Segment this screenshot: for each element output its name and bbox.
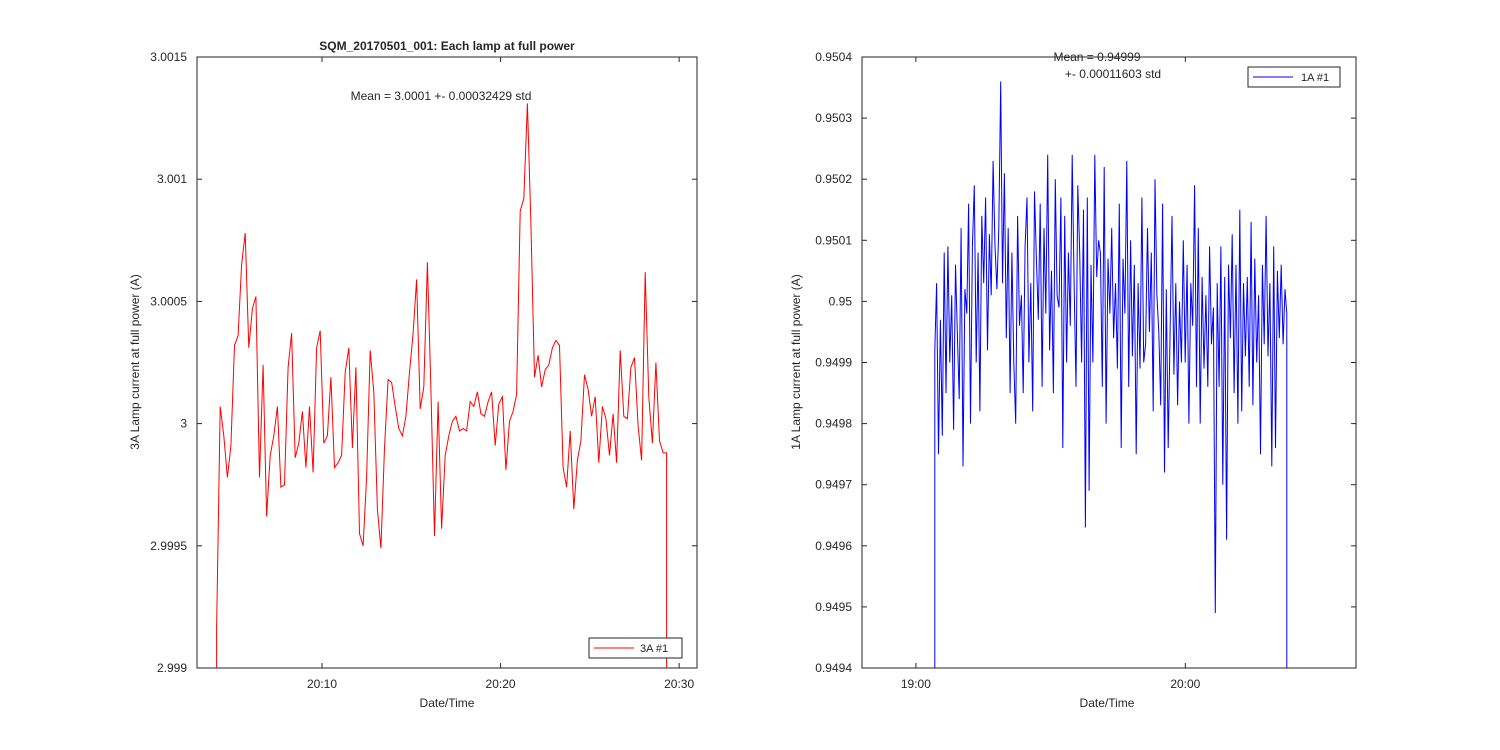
right-mean-annotation: Mean = 0.94999 — [1053, 50, 1140, 64]
left-y-tick-label: 3.0015 — [150, 50, 187, 64]
right-x-axis-label: Date/Time — [1080, 696, 1135, 710]
right-y-axis-label: 1A Lamp current at full power (A) — [789, 274, 803, 449]
left-chart-title: SQM_20170501_001: Each lamp at full powe… — [319, 39, 575, 53]
left-y-tick-label: 3.001 — [157, 172, 187, 186]
right-y-tick-label: 0.9499 — [815, 356, 852, 370]
left-y-tick-label: 3.0005 — [150, 294, 187, 308]
right-y-tick-label: 0.9496 — [815, 539, 852, 553]
right-axis-ticks: 19:00 20:00 0.9494 0.9495 0.9496 0.9497 0.9498… — [815, 50, 1356, 691]
left-y-tick-label: 3 — [180, 417, 187, 431]
left-series-line-3a-1 — [216, 103, 668, 668]
right-y-tick-label: 0.9503 — [815, 111, 852, 125]
left-legend: 3A #1 — [588, 637, 683, 659]
right-y-tick-label: 0.9497 — [815, 478, 852, 492]
right-y-tick-label: 0.9501 — [815, 233, 852, 247]
right-std-annotation: +- 0.00011603 std — [1065, 67, 1161, 81]
left-chart: SQM_20170501_001: Each lamp at full powe… — [128, 39, 698, 710]
right-legend: 1A #1 — [1247, 66, 1341, 88]
right-y-tick-label: 0.9495 — [815, 600, 852, 614]
right-chart: Date/Time 1A Lamp current at full power … — [789, 50, 1357, 710]
right-legend-box — [1247, 66, 1341, 88]
left-y-tick-label: 2.9995 — [150, 539, 187, 553]
left-y-tick-label: 2.999 — [157, 661, 187, 675]
left-plot-area — [196, 56, 698, 669]
left-x-tick-label: 20:10 — [307, 677, 337, 691]
right-y-tick-label: 0.9504 — [815, 50, 852, 64]
right-plot-area — [861, 56, 1357, 669]
right-x-tick-label: 20:00 — [1170, 677, 1200, 691]
right-y-tick-label: 0.9494 — [815, 661, 852, 675]
right-y-tick-label: 0.95 — [829, 294, 853, 308]
left-y-axis-label: 3A Lamp current at full power (A) — [128, 274, 142, 449]
left-x-tick-label: 20:20 — [486, 677, 516, 691]
right-y-tick-label: 0.9502 — [815, 172, 852, 186]
left-mean-annotation: Mean = 3.0001 +- 0.00032429 std — [351, 89, 532, 103]
left-x-axis-label: Date/Time — [420, 696, 475, 710]
left-legend-box — [588, 637, 683, 659]
right-legend-entry: 1A #1 — [1301, 72, 1329, 84]
left-x-tick-label: 20:30 — [664, 677, 694, 691]
left-axis-ticks: 20:10 20:20 20:30 2.999 2.9995 3 3.0005 3.001 3.… — [150, 50, 697, 691]
right-series-line-1a-1 — [934, 81, 1288, 668]
right-y-tick-label: 0.9498 — [815, 417, 852, 431]
left-legend-entry: 3A #1 — [640, 643, 668, 655]
right-x-tick-label: 19:00 — [901, 677, 931, 691]
